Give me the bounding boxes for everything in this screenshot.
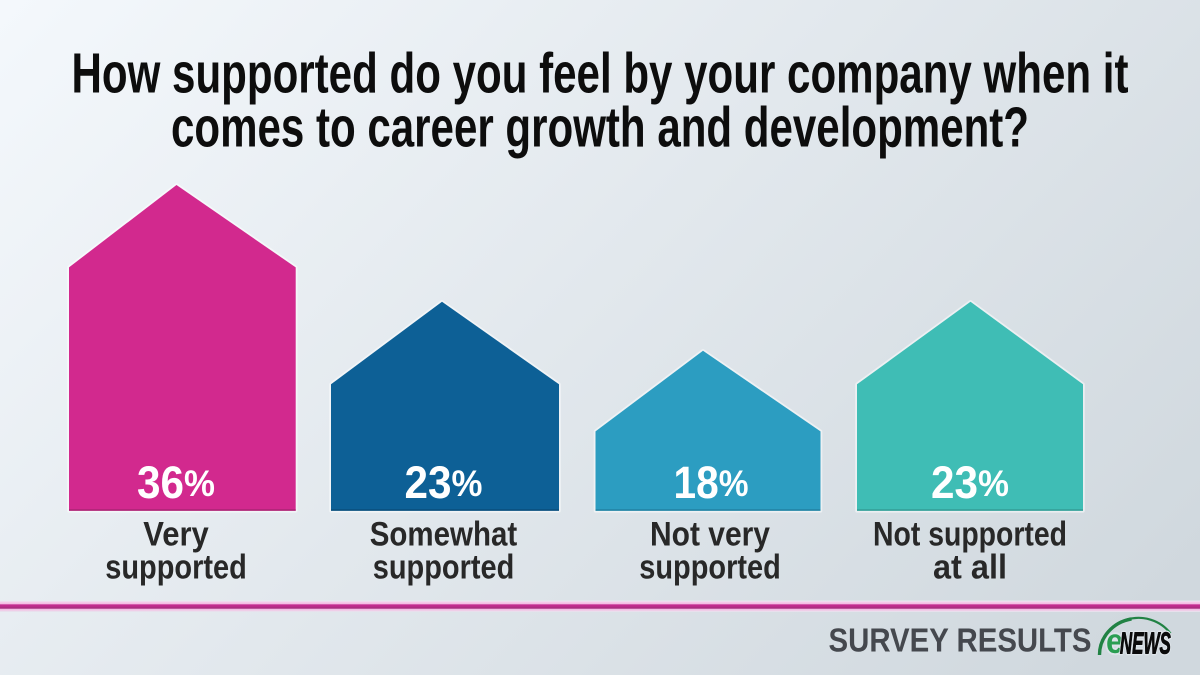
svg-text:Very: Very xyxy=(143,515,209,553)
svg-text:Not very: Not very xyxy=(650,515,770,553)
svg-text:Somewhat: Somewhat xyxy=(370,515,518,553)
svg-text:How supported do you feel by y: How supported do you feel by your compan… xyxy=(72,42,1129,106)
svg-text:NEWS: NEWS xyxy=(1120,627,1171,661)
svg-text:supported: supported xyxy=(105,548,247,586)
svg-text:NEWS: NEWS xyxy=(1120,627,1171,661)
svg-text:36%: 36% xyxy=(137,457,215,508)
svg-text:18%: 18% xyxy=(674,457,749,508)
svg-text:e: e xyxy=(1106,622,1124,661)
svg-text:supported: supported xyxy=(639,548,781,586)
svg-text:supported: supported xyxy=(373,548,515,586)
svg-text:at all: at all xyxy=(933,548,1007,586)
svg-text:23%: 23% xyxy=(931,457,1009,508)
svg-text:comes to career growth and dev: comes to career growth and development? xyxy=(171,96,1029,160)
svg-text:Not supported: Not supported xyxy=(873,515,1067,553)
svg-text:SURVEY RESULTS: SURVEY RESULTS xyxy=(829,622,1092,659)
svg-text:23%: 23% xyxy=(405,457,483,508)
